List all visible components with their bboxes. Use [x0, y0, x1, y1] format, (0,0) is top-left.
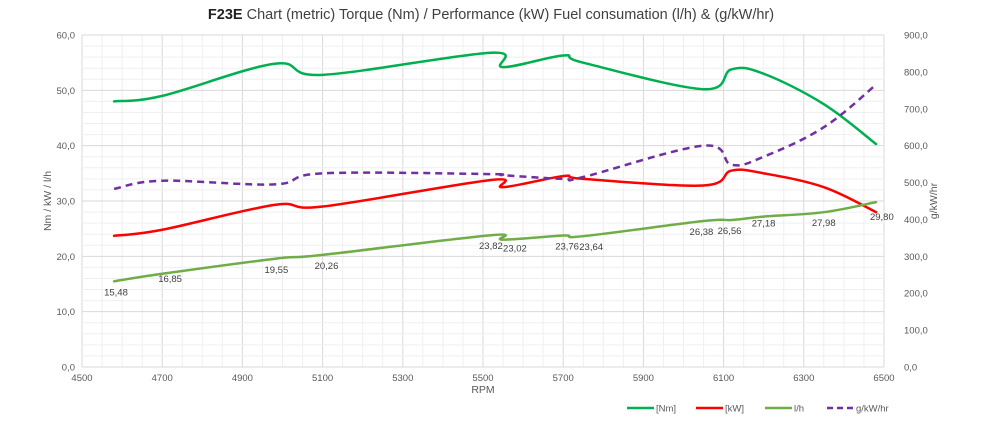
legend: [Nm] [kW] l/h g/kW/hr: [627, 404, 889, 415]
data-label-lh: 19,55: [264, 265, 288, 276]
legend-label: g/kW/hr: [856, 404, 889, 415]
data-label-lh: 27,98: [812, 218, 836, 229]
y2-tick-label: 0,0: [904, 363, 917, 374]
x-tick-label: 5300: [392, 373, 413, 384]
chart-title-rest: Chart (metric) Torque (Nm) / Performance…: [243, 7, 775, 23]
x-tick-label: 5500: [472, 373, 493, 384]
series-line-kw: [112, 168, 878, 238]
y2-axis-label: g/kW/hr: [928, 182, 940, 219]
x-tick-label: 4700: [152, 373, 173, 384]
chart-title-bold: F23E: [208, 7, 243, 23]
data-label-lh: 26,56: [718, 226, 742, 237]
data-label-lh: 26,38: [690, 227, 714, 238]
chart-title: F23E Chart (metric) Torque (Nm) / Perfor…: [208, 7, 774, 23]
y-tick-label: 0,0: [62, 363, 75, 374]
series-group: [112, 51, 878, 283]
y-tick-label: 30,0: [57, 197, 76, 208]
data-label-lh: 23,02: [503, 244, 527, 255]
series-line-g-kw-hr: [113, 83, 877, 191]
series-line-nm: [112, 51, 878, 146]
x-tick-label: 4900: [232, 373, 253, 384]
series-line-l-h: [112, 200, 878, 283]
y-axis-left: 0,0 10,0 20,0 30,0 40,0 50,0 60,0: [57, 31, 76, 374]
legend-label: l/h: [794, 404, 804, 415]
x-tick-label: 6100: [713, 373, 734, 384]
y-tick-label: 20,0: [57, 252, 76, 263]
y-tick-label: 60,0: [57, 31, 76, 42]
x-tick-label: 5100: [312, 373, 333, 384]
y2-tick-label: 100,0: [904, 326, 928, 337]
y2-tick-label: 600,0: [904, 141, 928, 152]
x-tick-label: 5900: [633, 373, 654, 384]
x-tick-label: 5700: [553, 373, 574, 384]
data-label-lh: 15,48: [104, 287, 128, 298]
data-label-lh: 23,76: [555, 242, 579, 253]
y-tick-label: 10,0: [57, 307, 76, 318]
data-labels: 15,48 16,85 19,55 20,26 23,82 23,02 23,76 23,64…: [104, 212, 894, 298]
y2-tick-label: 200,0: [904, 289, 928, 300]
data-label-lh: 23,82: [479, 241, 503, 252]
legend-label: [Nm]: [656, 404, 676, 415]
data-label-lh: 29,80: [870, 212, 894, 223]
data-label-lh: 16,85: [158, 274, 182, 285]
x-axis-label: RPM: [471, 384, 494, 396]
y2-tick-label: 500,0: [904, 178, 928, 189]
data-label-lh: 20,26: [315, 261, 339, 272]
x-axis: 4500 4700 4900 5100 5300 5500 5700 5900 6100 6300…: [71, 373, 894, 384]
x-tick-label: 4500: [71, 373, 92, 384]
y-tick-label: 50,0: [57, 86, 76, 97]
y-axis-label: Nm / kW / l/h: [42, 171, 54, 231]
y2-tick-label: 400,0: [904, 215, 928, 226]
y-axis-right: 0,0 100,0 200,0 300,0 400,0 500,0 600,0 700,0 80…: [904, 31, 928, 374]
data-label-lh: 23,64: [579, 242, 603, 253]
y2-tick-label: 900,0: [904, 31, 928, 42]
x-tick-label: 6500: [873, 373, 894, 384]
y2-tick-label: 800,0: [904, 67, 928, 78]
y2-tick-label: 300,0: [904, 252, 928, 263]
y-tick-label: 40,0: [57, 141, 76, 152]
x-tick-label: 6300: [793, 373, 814, 384]
legend-label: [kW]: [725, 404, 744, 415]
y2-tick-label: 700,0: [904, 104, 928, 115]
data-label-lh: 27,18: [752, 219, 776, 230]
